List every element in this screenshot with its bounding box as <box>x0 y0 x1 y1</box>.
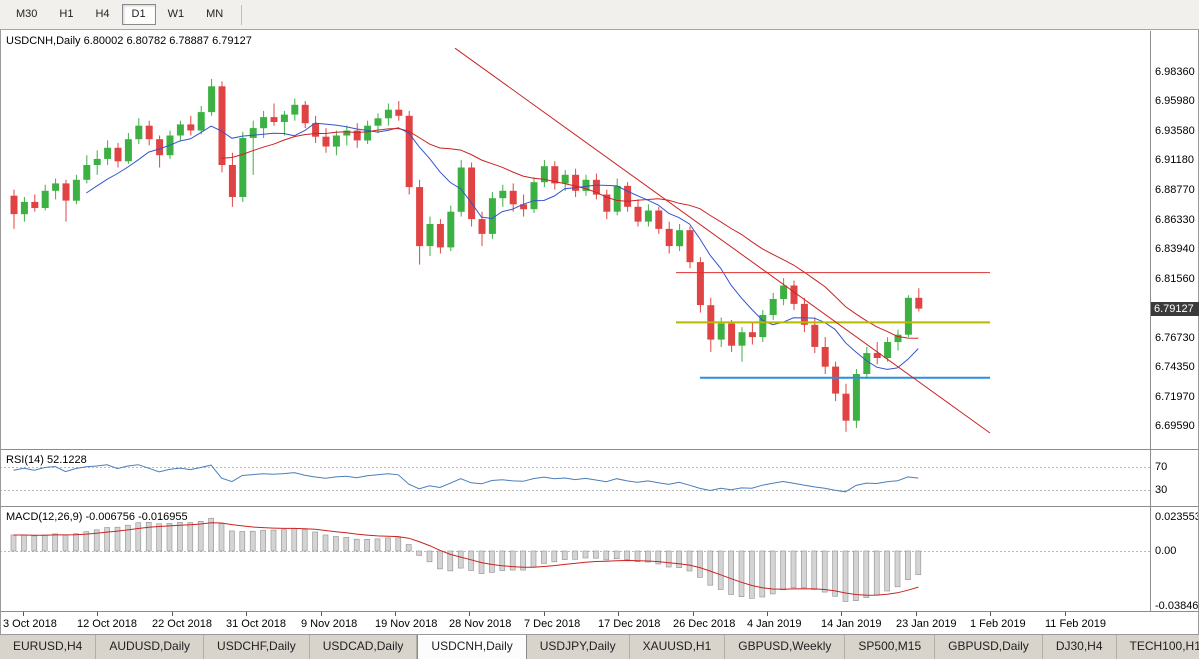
price-axis-label: 6.93580 <box>1155 125 1195 137</box>
chart-tab-usdcad-daily[interactable]: USDCAD,Daily <box>310 635 418 659</box>
price-axis-label: 6.86330 <box>1155 214 1195 226</box>
chart-tab-sp500-m15[interactable]: SP500,M15 <box>845 635 936 659</box>
time-axis-label: 23 Jan 2019 <box>896 618 957 630</box>
ma-fast-line <box>86 122 919 370</box>
chart-ohlc-title: USDCNH,Daily 6.80002 6.80782 6.78887 6.7… <box>6 35 252 47</box>
macd-axis-label-zero: 0.00 <box>1155 545 1177 557</box>
timeframe-toolbar: M30 H1 H4 D1 W1 MN <box>0 0 1199 30</box>
toolbar-divider <box>241 4 243 25</box>
candlesticks <box>10 78 923 432</box>
time-axis-tick <box>544 612 545 616</box>
chart-tab-tech100-h1[interactable]: TECH100,H1 <box>1117 635 1199 659</box>
time-axis-label: 3 Oct 2018 <box>3 618 57 630</box>
time-axis-label: 22 Oct 2018 <box>152 618 212 630</box>
chart-tab-usdcnh-daily[interactable]: USDCNH,Daily <box>417 635 527 659</box>
price-chart-canvas[interactable] <box>0 31 1150 449</box>
current-price-badge: 6.79127 <box>1151 302 1199 316</box>
timeframe-button-m30[interactable]: M30 <box>16 8 38 20</box>
time-axis-label: 7 Dec 2018 <box>524 618 581 630</box>
time-axis-tick <box>97 612 98 616</box>
time-axis-label: 14 Jan 2019 <box>821 618 882 630</box>
price-axis-label: 6.81560 <box>1155 273 1195 285</box>
chart-tab-gbpusd-daily[interactable]: GBPUSD,Daily <box>935 635 1043 659</box>
chart-tab-audusd-daily[interactable]: AUDUSD,Daily <box>96 635 205 659</box>
macd-indicator-panel[interactable]: MACD(12,26,9) -0.006756 -0.016955 <box>0 507 1150 611</box>
axis-divider <box>1150 31 1151 612</box>
price-axis-label: 6.76730 <box>1155 332 1195 344</box>
time-axis-label: 1 Feb 2019 <box>970 618 1026 630</box>
time-axis-label: 31 Oct 2018 <box>226 618 286 630</box>
time-axis-tick <box>1065 612 1066 616</box>
price-axis-label: 6.91180 <box>1155 154 1194 166</box>
time-axis-tick <box>395 612 396 616</box>
chart-tab-dj30-h4[interactable]: DJ30,H4 <box>1043 635 1117 659</box>
chart-tab-usdchf-daily[interactable]: USDCHF,Daily <box>204 635 310 659</box>
rsi-indicator-panel[interactable]: RSI(14) 52.1228 <box>0 450 1150 506</box>
time-axis-tick <box>321 612 322 616</box>
chart-ohlc-values: 6.80002 6.80782 6.78887 6.79127 <box>83 35 252 47</box>
macd-histogram <box>10 517 922 602</box>
time-axis-tick <box>693 612 694 616</box>
price-axis-label: 6.88770 <box>1155 184 1195 196</box>
rsi-canvas[interactable] <box>0 450 1150 506</box>
chart-tab-usdjpy-daily[interactable]: USDJPY,Daily <box>527 635 630 659</box>
price-axis-label: 6.71970 <box>1155 391 1195 403</box>
panel-divider <box>0 449 1199 450</box>
time-axis-label: 17 Dec 2018 <box>598 618 661 630</box>
price-axis[interactable]: 6.79127 6.98360 6.95980 6.93580 6.91180 6.88… <box>1151 31 1199 634</box>
time-axis[interactable]: 3 Oct 2018 12 Oct 2018 22 Oct 2018 31 Oct 2… <box>0 612 1199 634</box>
rsi-axis-label-30: 30 <box>1155 484 1168 496</box>
price-axis-label: 6.98360 <box>1155 66 1195 78</box>
time-axis-label: 11 Feb 2019 <box>1045 618 1106 630</box>
macd-signal-line <box>13 522 919 596</box>
timeframe-button-h4[interactable]: H4 <box>95 8 110 20</box>
price-axis-label: 6.95980 <box>1155 95 1195 107</box>
time-axis-label: 28 Nov 2018 <box>449 618 512 630</box>
chart-tab-bar: EURUSD,H4 AUDUSD,Daily USDCHF,Daily USDCAD,… <box>0 634 1199 659</box>
panel-divider <box>0 506 1199 507</box>
time-axis-tick <box>23 612 24 616</box>
macd-axis-label-max: 0.0235534 <box>1155 511 1199 523</box>
time-axis-label: 26 Dec 2018 <box>673 618 736 630</box>
price-axis-label: 6.69590 <box>1155 420 1195 432</box>
time-axis-label: 9 Nov 2018 <box>301 618 358 630</box>
timeframe-button-w1[interactable]: W1 <box>167 8 185 20</box>
timeframe-button-h1[interactable]: H1 <box>59 8 74 20</box>
timeframe-button-mn[interactable]: MN <box>206 8 224 20</box>
time-axis-tick <box>916 612 917 616</box>
ma-slow-line <box>221 127 919 339</box>
rsi-axis-label-70: 70 <box>1155 461 1168 473</box>
macd-title: MACD(12,26,9) -0.006756 -0.016955 <box>6 511 188 523</box>
time-axis-tick <box>246 612 247 616</box>
time-axis-tick <box>990 612 991 616</box>
main-price-chart-panel[interactable]: USDCNH,Daily 6.80002 6.80782 6.78887 6.7… <box>0 31 1150 449</box>
timeframe-button-d1[interactable]: D1 <box>121 4 156 25</box>
price-axis-label: 6.74350 <box>1155 361 1195 373</box>
chart-tab-eurusd-h4[interactable]: EURUSD,H4 <box>0 635 97 659</box>
time-axis-tick <box>172 612 173 616</box>
time-axis-tick <box>469 612 470 616</box>
time-axis-tick <box>618 612 619 616</box>
price-axis-label: 6.83940 <box>1155 243 1195 255</box>
time-axis-label: 4 Jan 2019 <box>747 618 802 630</box>
macd-canvas[interactable] <box>0 507 1150 611</box>
chart-tab-xauusd-h1[interactable]: XAUUSD,H1 <box>630 635 726 659</box>
time-axis-tick <box>767 612 768 616</box>
time-axis-label: 12 Oct 2018 <box>77 618 137 630</box>
time-axis-label: 19 Nov 2018 <box>375 618 438 630</box>
chart-tab-gbpusd-weekly[interactable]: GBPUSD,Weekly <box>725 635 846 659</box>
chart-symbol-label: USDCNH,Daily <box>6 35 81 47</box>
time-axis-tick <box>841 612 842 616</box>
rsi-title: RSI(14) 52.1228 <box>6 454 87 466</box>
macd-axis-label-min: -0.038466 <box>1155 600 1199 612</box>
rsi-line <box>13 464 919 493</box>
panel-divider <box>0 611 1199 612</box>
descending-trendline[interactable] <box>454 47 991 434</box>
